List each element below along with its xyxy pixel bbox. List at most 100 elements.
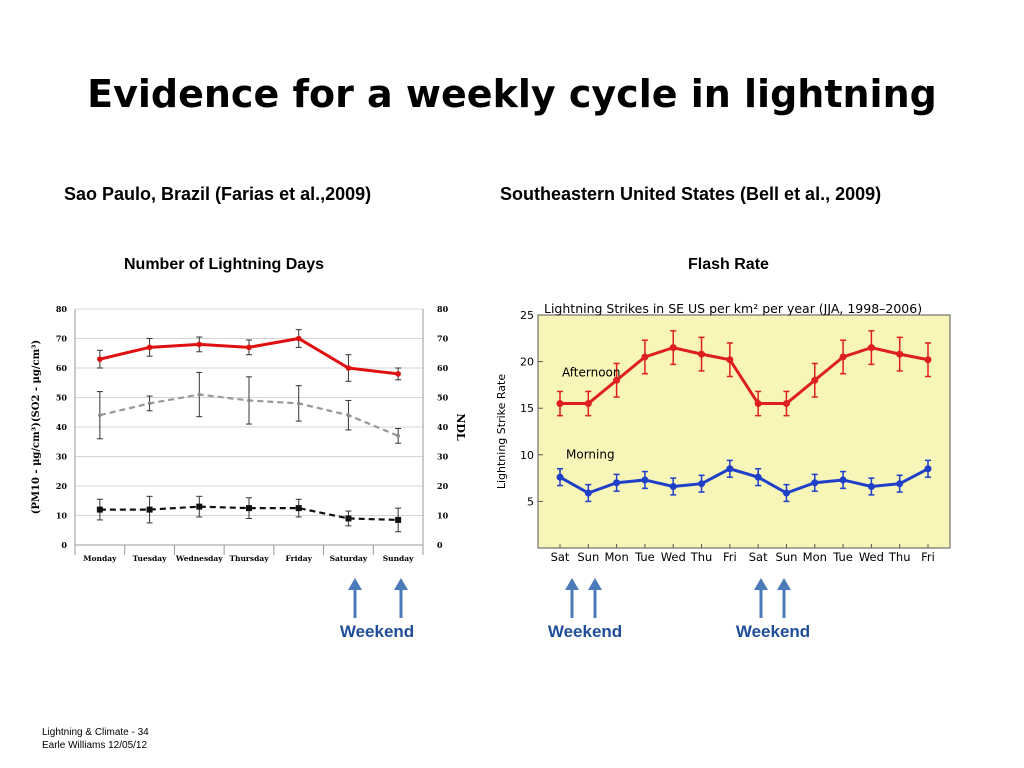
arrow-head	[348, 578, 362, 590]
x-tick-label: Thu	[888, 550, 911, 564]
x-tick-label: Tue	[634, 550, 655, 564]
data-point	[896, 480, 904, 488]
data-point	[924, 465, 932, 473]
data-point	[754, 473, 762, 481]
y-tick-label: 10	[520, 449, 534, 462]
data-point	[346, 413, 351, 417]
y-right-axis-label: NDL	[454, 413, 467, 441]
data-point	[698, 350, 706, 358]
data-point	[146, 344, 153, 351]
y-axis-label: (PM10 - μg/cm³)(SO2 - μg/cm³)	[31, 340, 42, 515]
data-point	[295, 505, 302, 512]
data-point	[146, 506, 153, 513]
y-tick-label: 70	[56, 334, 68, 344]
arrow-head	[394, 578, 408, 590]
slide-title: Evidence for a weekly cycle in lightning	[87, 72, 937, 116]
data-point	[96, 506, 103, 513]
data-point	[726, 356, 734, 364]
weekend-arrows	[348, 578, 791, 618]
data-point	[669, 482, 677, 490]
x-tick-label: Friday	[285, 554, 312, 563]
data-point	[247, 398, 251, 403]
arrow-head	[777, 578, 791, 590]
data-point	[867, 482, 875, 490]
x-tick-label: Wed	[661, 550, 686, 564]
footer-line-2: Earle Williams 12/05/12	[42, 740, 148, 751]
series-label-afternoon: Afternoon	[562, 366, 621, 380]
data-point	[698, 480, 706, 488]
y-tick-label: 20	[520, 356, 534, 369]
data-point	[196, 341, 203, 348]
x-tick-label: Wed	[859, 550, 884, 564]
data-point	[867, 344, 875, 352]
data-point	[246, 344, 252, 351]
arrow-head	[588, 578, 602, 590]
x-tick-label: Thursday	[229, 554, 269, 563]
x-tick-label: Sat	[551, 550, 570, 564]
y-tick-label: 80	[56, 304, 68, 314]
data-point	[613, 376, 621, 384]
y-right-tick-label: 50	[437, 393, 449, 403]
weekend-label-right: Weekend	[735, 622, 811, 641]
x-tick-label: Thu	[690, 550, 713, 564]
plot-area	[537, 314, 951, 549]
data-point	[811, 376, 819, 384]
data-point	[345, 515, 352, 522]
y-tick-label: 20	[56, 481, 68, 491]
y-right-tick-label: 20	[437, 481, 449, 491]
x-tick-label: Monday	[83, 554, 117, 563]
data-point	[924, 356, 932, 364]
y-right-tick-label: 60	[437, 363, 449, 373]
data-point	[196, 503, 203, 510]
x-tick-label: Mon	[803, 550, 827, 564]
se-us-chart: Lightning Strikes in SE US per km² per y…	[490, 293, 960, 573]
arrow-head	[565, 578, 579, 590]
series-label-morning: Morning	[566, 448, 615, 462]
y-tick-label: 30	[56, 452, 68, 462]
data-point	[197, 392, 202, 397]
x-tick-label: Fri	[723, 550, 737, 564]
arrow-head	[754, 578, 768, 590]
data-point	[782, 489, 790, 497]
data-point	[641, 353, 649, 361]
data-point	[669, 344, 677, 352]
x-tick-label: Mon	[604, 550, 628, 564]
y-tick-label: 25	[520, 309, 534, 322]
data-point	[641, 476, 649, 484]
y-right-tick-label: 40	[437, 422, 449, 432]
data-point	[613, 479, 621, 487]
data-point	[98, 413, 102, 417]
weekend-label-middle: Weekend	[547, 622, 623, 641]
y-right-tick-label: 0	[437, 540, 443, 550]
sao-paulo-chart: 0 0 10 10 20 20 30 30 40 40 50 50 60 60 70 70 80 80 Monday…	[31, 304, 467, 563]
y-tick-label: 0	[61, 540, 67, 550]
data-point	[811, 479, 819, 487]
y-tick-label: 60	[56, 363, 68, 373]
x-tick-label: Sun	[577, 550, 599, 564]
y-right-tick-label: 30	[437, 452, 449, 462]
x-tick-label: Sunday	[383, 554, 414, 563]
y-right-tick-label: 70	[437, 334, 449, 344]
data-point	[726, 465, 734, 473]
weekend-label-left: Weekend	[339, 622, 415, 641]
right-source-caption: Southeastern United States (Bell et al.,…	[500, 184, 882, 204]
data-point	[395, 516, 402, 523]
right-chart-subtitle: Flash Rate	[688, 256, 769, 273]
data-point	[556, 473, 564, 481]
y-right-tick-label: 10	[437, 511, 449, 521]
data-point	[839, 353, 847, 361]
data-point	[97, 356, 103, 362]
footer-line-1: Lightning & Climate - 34	[42, 727, 149, 738]
slide-footer: Lightning & Climate - 34 Earle Williams …	[42, 726, 149, 752]
y-tick-label: 10	[56, 511, 68, 521]
data-point	[345, 365, 352, 371]
data-point	[395, 371, 401, 377]
x-tick-label: Fri	[921, 550, 935, 564]
data-point	[295, 335, 302, 342]
data-point	[754, 400, 762, 408]
left-source-caption: Sao Paulo, Brazil (Farias et al.,2009)	[64, 184, 372, 204]
data-point	[396, 434, 400, 438]
x-tick-label: Sun	[776, 550, 798, 564]
data-point	[584, 489, 592, 497]
series-line	[560, 346, 929, 406]
